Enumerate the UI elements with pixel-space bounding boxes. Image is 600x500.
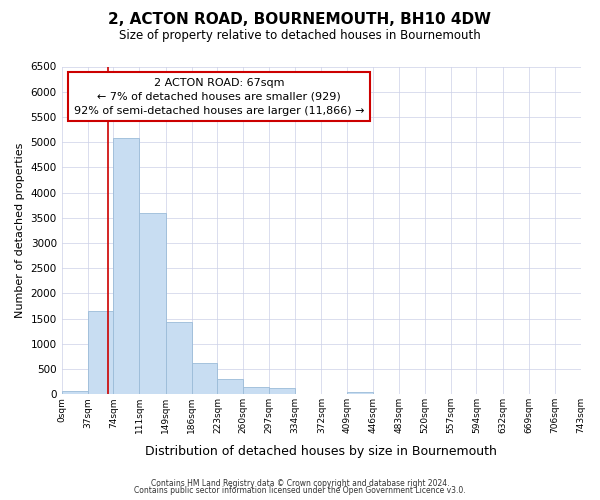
Bar	[62, 390, 88, 394]
Text: Contains HM Land Registry data © Crown copyright and database right 2024.: Contains HM Land Registry data © Crown c…	[151, 478, 449, 488]
Y-axis label: Number of detached properties: Number of detached properties	[15, 142, 25, 318]
Text: Size of property relative to detached houses in Bournemouth: Size of property relative to detached ho…	[119, 29, 481, 42]
Bar	[191, 363, 217, 394]
Bar	[243, 386, 269, 394]
Bar	[347, 392, 373, 394]
Bar	[88, 311, 113, 394]
Text: Contains public sector information licensed under the Open Government Licence v3: Contains public sector information licen…	[134, 486, 466, 495]
Bar	[139, 212, 166, 394]
Text: 2, ACTON ROAD, BOURNEMOUTH, BH10 4DW: 2, ACTON ROAD, BOURNEMOUTH, BH10 4DW	[109, 12, 491, 28]
Bar	[269, 388, 295, 394]
Bar	[166, 322, 191, 394]
Text: 2 ACTON ROAD: 67sqm
← 7% of detached houses are smaller (929)
92% of semi-detach: 2 ACTON ROAD: 67sqm ← 7% of detached hou…	[74, 78, 364, 116]
Bar	[113, 138, 139, 394]
Bar	[217, 378, 243, 394]
X-axis label: Distribution of detached houses by size in Bournemouth: Distribution of detached houses by size …	[145, 444, 497, 458]
